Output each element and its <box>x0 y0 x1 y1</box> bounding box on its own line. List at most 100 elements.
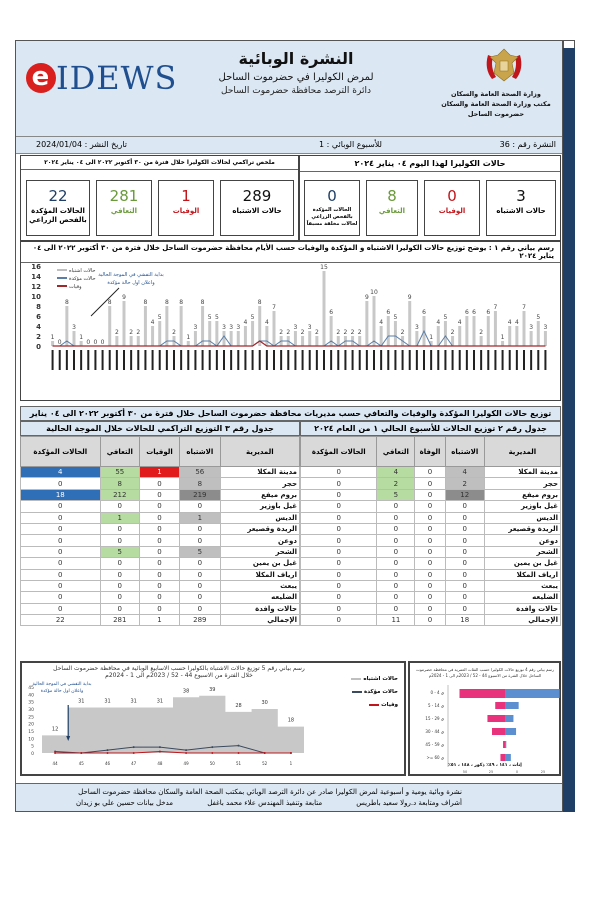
district-name: الريدة وقصيعر <box>219 522 301 536</box>
today-suspected: 3 حالات الاشتباه <box>486 180 556 236</box>
table-cell: 0 <box>376 557 416 570</box>
table-cell: 12 <box>444 488 485 502</box>
table-row: الشحر 5 0 5 0 <box>20 545 301 559</box>
table-cell: 0 <box>444 602 485 616</box>
bulletin-number: النشرة رقم : 36 <box>499 140 556 149</box>
svg-text:45: 45 <box>79 761 85 766</box>
table-row: بروم ميفع 12 0 5 0 <box>299 488 562 502</box>
svg-text:47: 47 <box>131 761 137 766</box>
table-cell: 0 <box>139 511 180 524</box>
svg-text:5: 5 <box>215 314 219 321</box>
page-subtitle: لمرض الكوليرا في حضرموت الساحل <box>218 72 374 83</box>
svg-text:31: 31 <box>78 699 84 705</box>
svg-text:46: 46 <box>105 761 111 766</box>
svg-text:2: 2 <box>336 329 340 336</box>
svg-text:5: 5 <box>208 314 212 321</box>
table-row: حالات وافدة 0 0 0 0 <box>299 602 562 616</box>
cumulative-recovered: 281 التعافي <box>96 180 152 236</box>
district-name: حجر <box>219 477 301 490</box>
svg-text:2: 2 <box>479 329 483 336</box>
table-cell: 1 <box>178 511 221 524</box>
svg-text:3: 3 <box>236 324 240 331</box>
table-cell: 0 <box>444 591 485 604</box>
table-row: الضليعه 0 0 0 0 <box>299 591 562 604</box>
footer-supervision: أشراف ومتابعة د.رولا سعيد باطريس <box>356 799 462 807</box>
svg-text:5: 5 <box>158 314 162 321</box>
district-name: الشحر <box>219 545 301 559</box>
svg-text:وفيات: وفيات <box>69 284 82 290</box>
weekly-cases-chart: 0510152025303540451244314531463147314838… <box>28 682 304 766</box>
column-header: التعافي <box>99 436 141 467</box>
table-cell: 0 <box>139 500 180 513</box>
table-cell: 0 <box>299 591 378 604</box>
table-row: غيل بن يمين 0 0 0 0 <box>299 557 562 570</box>
table-cell: 212 <box>99 488 141 502</box>
district-name: غيل بن يمين <box>219 557 301 570</box>
table-cell: 0 <box>139 579 180 593</box>
svg-text:6: 6 <box>486 309 490 316</box>
svg-text:0: 0 <box>516 770 518 774</box>
table-cell: 0 <box>99 568 141 581</box>
svg-text:9: 9 <box>122 294 126 301</box>
svg-text:8: 8 <box>258 299 262 306</box>
svg-text:7: 7 <box>494 304 498 311</box>
table-cell: 0 <box>299 614 378 627</box>
table-cell: 0 <box>139 522 180 536</box>
table-cell: 0 <box>414 557 446 570</box>
svg-text:2: 2 <box>286 329 290 336</box>
weekly-table-title: جدول رقم ٢ توزيع الحالات للأسبوع الحالي … <box>300 421 561 436</box>
table-cell: 0 <box>414 602 446 616</box>
svg-text:4: 4 <box>436 319 440 326</box>
age-distribution-chart: 0 - 4 ي 5 - 14 ي 15 - 29 ي 30 - 44 ي 45 - 59… <box>425 685 560 774</box>
edews-logo: e IDEWS <box>26 59 177 97</box>
svg-text:9: 9 <box>408 294 412 301</box>
weekly-cases-chart-panel: رسم بياني رقم 5 توزيع حالات الاشتباه بال… <box>20 661 406 776</box>
table-cell: 0 <box>178 557 221 570</box>
today-panel-title: حالات الكوليرا لهذا اليوم ٠٤ يناير ٢٠٢٤ <box>300 156 560 172</box>
svg-text:48: 48 <box>157 761 163 766</box>
district-name: حجر <box>483 477 562 490</box>
table-cell: 0 <box>414 500 446 513</box>
bulletin-info-bar: النشرة رقم : 36 للأسبوع الوبائي : 1 تاري… <box>16 136 562 154</box>
district-name: الديس <box>483 511 562 524</box>
column-header: الوفاة <box>414 436 446 467</box>
table-cell: 0 <box>20 602 101 616</box>
cumulative-summary-panel: ملخص تراكمي لحالات الكوليرا خلال فترة من… <box>20 155 299 241</box>
table-cell: 0 <box>20 545 101 559</box>
svg-text:15: 15 <box>28 729 34 735</box>
district-name: حالات وافدة <box>483 602 562 616</box>
table-row: مدينة المكلا 56 1 55 4 <box>20 465 301 479</box>
svg-text:4: 4 <box>508 319 512 326</box>
table-cell: 0 <box>444 511 485 524</box>
chart3-legend: إناث ، ١٤١ ، ٤٩٪ ذكور ، ١٤٨ ، ٥١٪ <box>448 763 522 768</box>
age-distribution-chart-panel: رسم بياني رقم 4 توزيع حالات الكوليرا حسب… <box>408 661 561 776</box>
svg-text:45: 45 <box>28 685 34 691</box>
table-cell: 0 <box>299 545 378 559</box>
district-name: الشحر <box>483 545 562 559</box>
svg-text:حالات مؤكدة: حالات مؤكدة <box>69 276 96 282</box>
svg-text:2: 2 <box>401 329 405 336</box>
svg-text:2: 2 <box>279 329 283 336</box>
svg-text:1: 1 <box>186 334 190 341</box>
svg-text:4: 4 <box>244 319 248 326</box>
footer-description: نشرة وبائية يومية و أسبوعية لمرض الكولير… <box>78 788 462 796</box>
table-cell: 0 <box>20 534 101 547</box>
table-row: بروم ميفع 219 0 212 18 <box>20 488 301 502</box>
district-name: الإجمالي <box>219 614 301 627</box>
svg-text:بداية التفشي في الموجة الحالية: بداية التفشي في الموجة الحالية <box>33 682 92 687</box>
table-cell: 0 <box>414 534 446 547</box>
yemen-emblem-icon <box>486 48 522 82</box>
svg-text:28: 28 <box>235 703 241 709</box>
svg-text:50: 50 <box>463 770 467 774</box>
svg-text:15: 15 <box>320 264 328 271</box>
table-cell: 18 <box>444 614 485 627</box>
table-cell: 0 <box>20 522 101 536</box>
table-cell: 0 <box>20 591 101 604</box>
svg-text:40: 40 <box>28 692 34 698</box>
svg-text:14: 14 <box>31 273 41 281</box>
district-name: يبعث <box>483 579 562 593</box>
column-header: الاشتباه <box>444 436 485 467</box>
today-confirmed: 0 الحالات المؤكدة بالفحص الزراعي لحالات … <box>304 180 360 236</box>
svg-text:31: 31 <box>104 699 110 705</box>
table-cell: 0 <box>376 534 416 547</box>
